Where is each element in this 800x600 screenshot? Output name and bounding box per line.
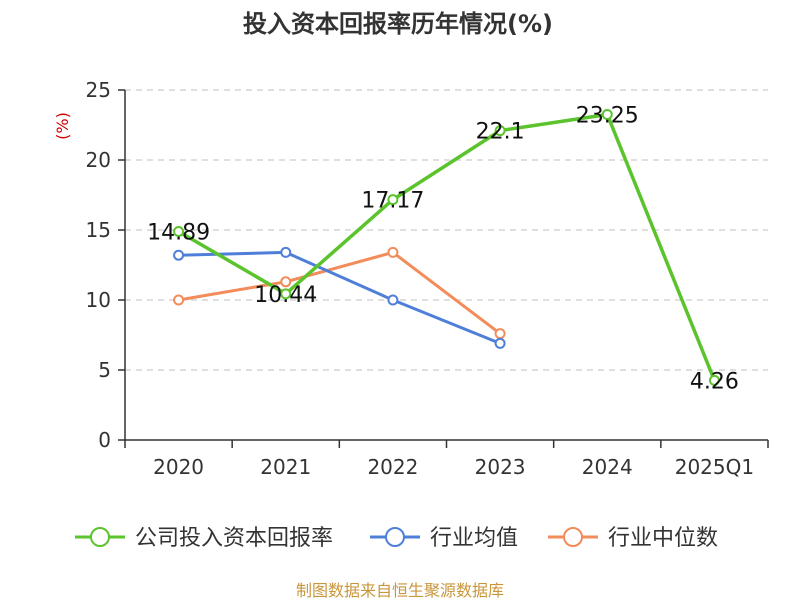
data-point: [173, 249, 185, 261]
data-labels: 14.89 10.44 17.17 22.1 23.25 4.26: [147, 104, 739, 395]
legend-swatch-marker: [563, 527, 583, 547]
data-point: [280, 246, 292, 258]
y-tick-label: 5: [98, 358, 111, 382]
x-tick-label: 2025Q1: [675, 455, 754, 479]
data-label: 10.44: [254, 283, 317, 308]
legend-item[interactable]: 公司投入资本回报率: [75, 526, 333, 551]
x-tick-label: 2021: [260, 455, 311, 479]
data-point: [280, 288, 292, 300]
legend-label: 行业中位数: [608, 526, 718, 551]
grid-lines: [125, 89, 768, 371]
data-point: [494, 337, 506, 349]
data-point: [387, 246, 399, 258]
y-tick-labels: 0 5 10 15 20 25: [86, 78, 111, 452]
y-tick-label: 10: [86, 288, 111, 312]
data-point: [494, 125, 506, 137]
data-label: 14.89: [147, 221, 210, 246]
data-point: [387, 194, 399, 206]
series-line: [178, 250, 502, 335]
data-point: [494, 328, 506, 340]
legend-item[interactable]: 行业均值: [370, 526, 518, 551]
data-label: 17.17: [361, 189, 424, 214]
data-point: [280, 276, 292, 288]
chart-title: 投入资本回报率历年情况(%): [243, 10, 553, 38]
legend-label: 公司投入资本回报率: [135, 526, 333, 551]
series-line: [177, 112, 717, 382]
series-lines: [173, 109, 720, 386]
axes: [118, 89, 769, 448]
data-point: [173, 226, 185, 238]
data-point: [173, 294, 185, 306]
y-tick-label: 20: [86, 148, 111, 172]
y-tick-label: 0: [98, 428, 111, 452]
legend-item[interactable]: 行业中位数: [548, 526, 718, 551]
data-label: 23.25: [576, 104, 639, 129]
data-point: [601, 109, 613, 120]
source-note: 制图数据来自恒生聚源数据库: [296, 581, 504, 600]
y-tick-label: 15: [86, 218, 111, 242]
x-tick-label: 2020: [153, 455, 204, 479]
y-tick-label: 25: [86, 78, 111, 102]
data-label: 22.1: [476, 120, 525, 145]
x-tick-label: 2024: [582, 455, 633, 479]
series-line: [178, 250, 501, 345]
data-point: [708, 374, 720, 386]
x-tick-label: 2022: [367, 455, 418, 479]
x-tick-label: 2023: [475, 455, 526, 479]
data-label: 4.26: [690, 369, 739, 394]
legend-swatch-marker: [385, 527, 405, 547]
legend-swatch-marker: [90, 527, 110, 547]
data-point: [387, 294, 399, 306]
x-tick-labels: 2020 2021 2022 2023 2024 2025Q1: [153, 455, 754, 479]
legend-label: 行业均值: [430, 526, 518, 551]
legend[interactable]: 公司投入资本回报率 行业均值 行业中位数: [75, 526, 718, 551]
y-axis-label: (%): [53, 112, 72, 140]
